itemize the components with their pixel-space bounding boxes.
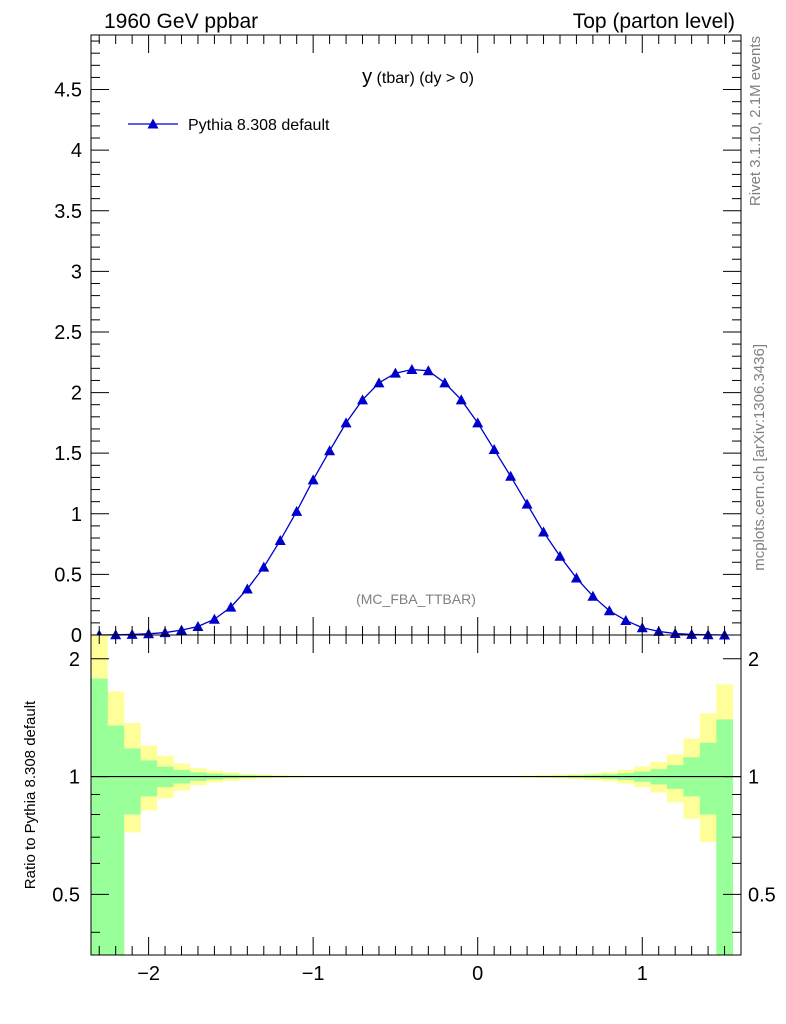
data-point xyxy=(373,377,385,388)
data-point xyxy=(439,377,451,388)
ratio-ytick-label-right: 2 xyxy=(748,649,759,671)
data-point xyxy=(521,498,533,509)
ratio-ytick-label: 1 xyxy=(69,767,80,789)
data-point xyxy=(455,394,467,405)
ratio-xtick-label: −1 xyxy=(302,963,325,985)
band-stat-bin xyxy=(140,760,158,797)
ratio-plot-frame xyxy=(90,634,742,956)
data-point xyxy=(505,470,517,481)
header-right: Top (parton level) xyxy=(573,10,735,33)
main-ytick-label: 3 xyxy=(71,261,82,283)
header-left: 1960 GeV ppbar xyxy=(104,10,258,33)
data-point xyxy=(406,364,418,375)
main-ytick-label: 2.5 xyxy=(54,322,82,344)
data-point xyxy=(258,561,270,572)
legend-marker xyxy=(147,118,159,129)
band-stat-bin xyxy=(91,678,108,955)
legend: Pythia 8.308 default xyxy=(128,117,330,134)
ratio-xtick-label: −2 xyxy=(137,963,160,985)
main-title: y (tbar) (dy > 0) xyxy=(362,66,474,88)
ratio-xtick-label: 1 xyxy=(637,963,648,985)
main-ytick-label: 4.5 xyxy=(54,80,82,102)
data-point xyxy=(603,605,615,616)
main-ytick-label: 3.5 xyxy=(54,201,82,223)
data-point xyxy=(538,526,550,537)
band-stat-bin xyxy=(699,742,717,815)
data-point xyxy=(554,550,566,561)
analysis-label: (MC_FBA_TTBAR) xyxy=(356,591,476,607)
data-point xyxy=(307,474,319,485)
main-ytick-label: 1.5 xyxy=(54,443,82,465)
data-point xyxy=(291,505,303,516)
ratio-axis-ticks: 0.5 0.5 1 1 2 2 −2 −1 0 1 xyxy=(52,635,776,985)
main-ytick-label: 2 xyxy=(71,383,82,405)
mcplots-label: mcplots.cern.ch [arXiv:1306.3436] xyxy=(751,344,768,571)
ratio-ytick-label-right: 1 xyxy=(748,767,759,789)
main-title-sub: (tbar) (dy > 0) xyxy=(372,70,474,87)
ratio-plot-area xyxy=(91,635,734,955)
legend-label: Pythia 8.308 default xyxy=(188,117,330,134)
data-point xyxy=(488,444,500,455)
ratio-ylabel: Ratio to Pythia 8.308 default xyxy=(22,700,39,889)
data-point xyxy=(241,583,253,594)
band-stat-bin xyxy=(716,719,734,955)
data-point xyxy=(340,417,352,428)
data-point xyxy=(570,572,582,583)
ratio-ytick-label: 2 xyxy=(69,649,80,671)
data-point xyxy=(357,394,369,405)
ratio-xtick-label: 0 xyxy=(472,963,483,985)
main-title-main: y xyxy=(362,66,372,88)
band-stat-bin xyxy=(123,748,141,815)
main-ytick-label: 0 xyxy=(71,625,82,647)
data-point xyxy=(274,534,286,545)
main-ytick-label: 4 xyxy=(71,140,82,162)
ratio-ytick-label-right: 0.5 xyxy=(748,884,776,906)
main-axis-ticks: 0 0.5 1 1.5 2 2.5 3 3.5 4 4.5 xyxy=(54,35,741,647)
rivet-label: Rivet 3.1.10, 2.1M events xyxy=(747,36,764,206)
ratio-ytick-label: 0.5 xyxy=(52,884,80,906)
main-ytick-label: 1 xyxy=(71,504,82,526)
data-point xyxy=(225,601,237,612)
data-point xyxy=(587,590,599,601)
data-point xyxy=(389,367,401,378)
data-point xyxy=(324,445,336,456)
band-stat-bin xyxy=(107,725,125,955)
data-point xyxy=(620,614,632,625)
data-point xyxy=(472,417,484,428)
data-point xyxy=(208,613,220,624)
main-ytick-label: 0.5 xyxy=(54,564,82,586)
data-point xyxy=(422,365,434,376)
